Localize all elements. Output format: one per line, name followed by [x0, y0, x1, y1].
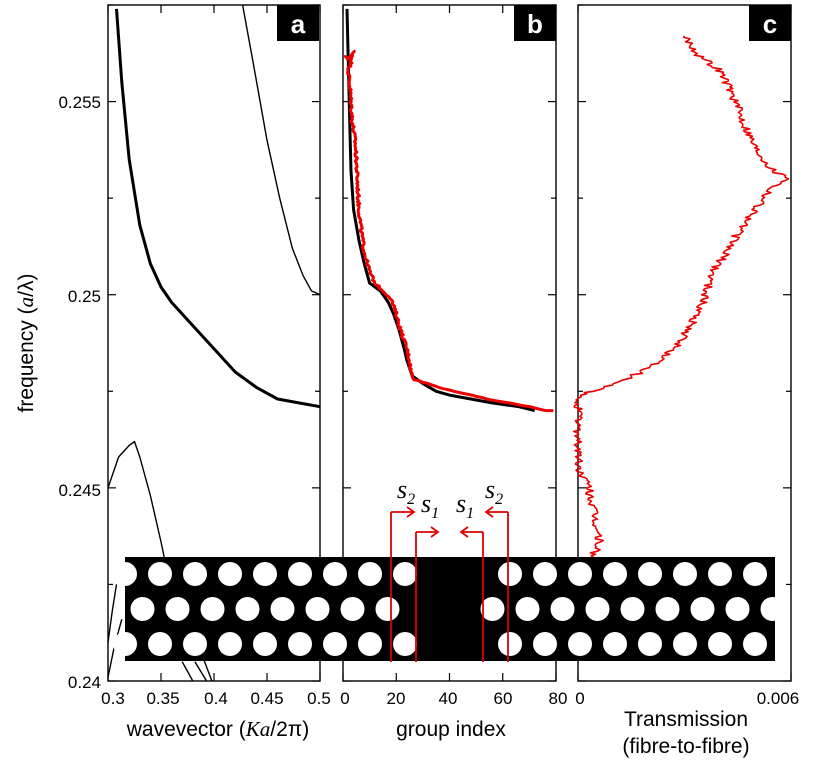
hole [358, 632, 382, 656]
x-axis-title-a: wavevector (Ka/2π) [126, 717, 310, 741]
x-tick-label-a-04: 0.4 [204, 689, 228, 708]
series-a-thin-1 [241, 4, 321, 296]
hole [620, 597, 645, 621]
y-tick-label-025: 0.25 [68, 287, 101, 306]
x-tick-label-b-60: 60 [494, 689, 513, 708]
hole [673, 562, 697, 586]
x-tick-label-a-045: 0.45 [250, 689, 283, 708]
y-tick-label-0255: 0.255 [58, 93, 101, 112]
holes [113, 562, 785, 656]
panel-b-letter: b [527, 9, 543, 39]
series-b-measured-1 [343, 49, 554, 413]
hole [655, 597, 680, 621]
y-axis-title: frequency (a/λ) [14, 274, 38, 413]
hole [270, 597, 295, 621]
panel-a-letter: a [291, 9, 306, 39]
x-tick-label-a-035: 0.35 [146, 689, 179, 708]
hole [393, 632, 417, 656]
panel-c-frame [577, 4, 792, 682]
hole [550, 597, 575, 621]
hole [515, 597, 540, 621]
hole [375, 597, 400, 621]
hole [725, 597, 750, 621]
hole [305, 597, 330, 621]
x-tick-label-b-40: 40 [439, 689, 458, 708]
x-axis-title-c-line2: (fibre-to-fibre) [622, 735, 749, 758]
annotation-s2-right: s2 [485, 475, 503, 508]
panel-c-letter: c [763, 9, 777, 39]
annotation-s2-left: s2 [397, 475, 415, 508]
annotation-s1-left: s1 [421, 489, 439, 522]
x-tick-label-a-03: 0.3 [101, 689, 125, 708]
hole [533, 632, 557, 656]
series-a-thick-0 [115, 8, 321, 409]
hole [183, 632, 207, 656]
panel-c-badge [749, 5, 791, 41]
hole [393, 562, 417, 586]
y-tick-label-024: 0.24 [68, 673, 101, 692]
hole [183, 562, 207, 586]
hole [673, 632, 697, 656]
series-a-thin-6 [194, 661, 208, 682]
hole [603, 562, 627, 586]
hole [638, 632, 662, 656]
hole [113, 562, 137, 586]
hole [743, 632, 767, 656]
x-axis-title-c-line1: Transmission [624, 708, 748, 731]
hole [690, 597, 715, 621]
hole [288, 632, 312, 656]
hole [288, 562, 312, 586]
x-tick-label-a-05: 0.5 [307, 689, 331, 708]
hole [603, 632, 627, 656]
hole [498, 632, 522, 656]
series-a-thin-5 [181, 661, 194, 682]
annotation-s1-right: s1 [456, 489, 474, 522]
hole [358, 562, 382, 586]
hole [568, 562, 592, 586]
waveguide-inset [113, 557, 785, 661]
hole [568, 632, 592, 656]
x-tick-label-b-20: 20 [387, 689, 406, 708]
x-tick-label-c-0: 0 [575, 689, 584, 708]
hole [235, 597, 260, 621]
hole [253, 632, 277, 656]
hole [585, 597, 610, 621]
hole [253, 562, 277, 586]
x-tick-label-b-0: 0 [340, 689, 349, 708]
annotation-arrows [390, 506, 509, 662]
hole [533, 562, 557, 586]
panel-a-badge [277, 5, 319, 41]
series-a-thin-3 [107, 584, 118, 643]
hole [480, 597, 505, 621]
hole [323, 562, 347, 586]
hole [323, 632, 347, 656]
series-c-measured-0 [572, 35, 790, 566]
x-axis-title-b: group index [396, 718, 506, 741]
hole [130, 597, 155, 621]
data-curves [107, 4, 790, 682]
hole [165, 597, 190, 621]
hole [200, 597, 225, 621]
x-tick-label-b-80: 80 [549, 689, 568, 708]
panel-b-badge [514, 5, 556, 41]
y-tick-label-0245: 0.245 [58, 481, 101, 500]
hole [113, 632, 137, 656]
hole [218, 562, 242, 586]
hole [148, 632, 172, 656]
hole [218, 632, 242, 656]
hole [760, 597, 785, 621]
hole [340, 597, 365, 621]
hole [498, 562, 522, 586]
hole [708, 632, 732, 656]
hole [743, 562, 767, 586]
x-tick-label-c-0006: 0.006 [757, 689, 800, 708]
hole [638, 562, 662, 586]
series-b-theory-0 [345, 8, 536, 413]
hole [148, 562, 172, 586]
hole [708, 562, 732, 586]
